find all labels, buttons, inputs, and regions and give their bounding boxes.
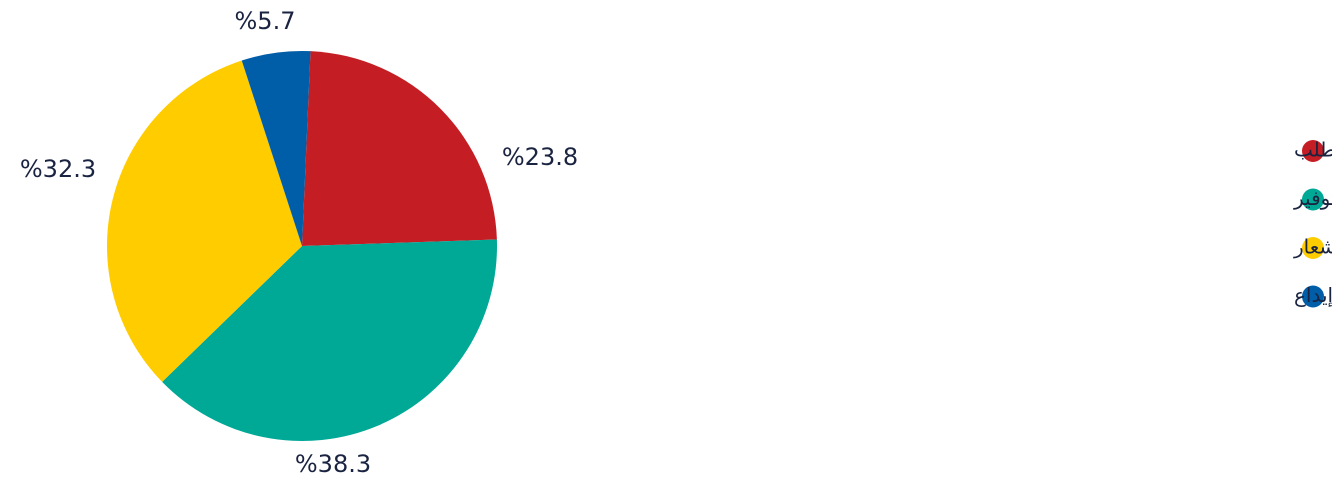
pie-slice bbox=[107, 60, 302, 382]
legend-swatch bbox=[1302, 188, 1324, 211]
pie-slice bbox=[302, 51, 497, 247]
pie-slice bbox=[241, 51, 311, 246]
value-label: %23.8 bbox=[502, 143, 578, 171]
legend-swatch bbox=[1302, 285, 1324, 308]
legend-label: شهادات إيداع bbox=[1294, 283, 1332, 308]
legend-swatch bbox=[1302, 237, 1324, 259]
legend-label: ودائع لأجل وخاضعة لإشعار bbox=[1293, 235, 1332, 259]
value-label: %32.3 bbox=[20, 155, 96, 183]
legend-label: حسابات جارية وتحت الطلب bbox=[1294, 138, 1332, 162]
value-label: %5.7 bbox=[235, 7, 296, 35]
legend-swatch bbox=[1302, 140, 1324, 162]
pie-slice bbox=[162, 239, 497, 441]
value-label: %38.3 bbox=[295, 450, 371, 478]
legend-label: ودائع التوفير bbox=[1293, 186, 1332, 210]
